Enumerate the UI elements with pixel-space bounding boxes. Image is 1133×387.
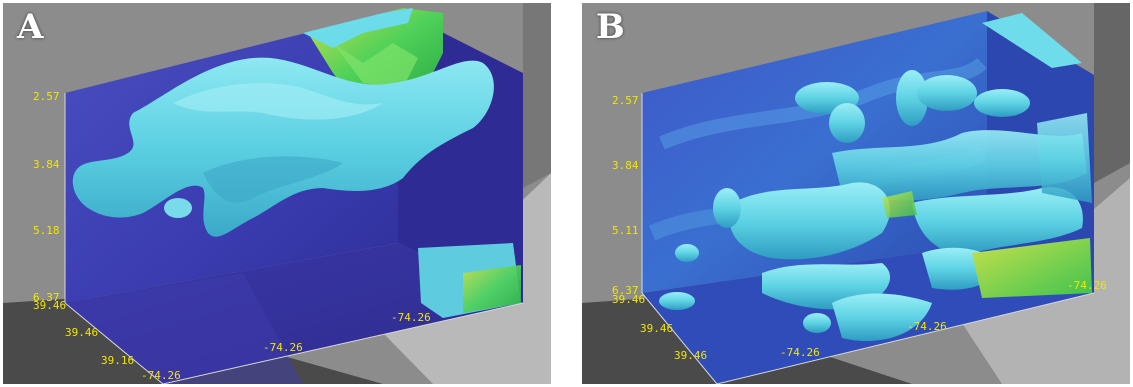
lon-axis-a [162,302,524,384]
depth-tick-b-3: 5.11 [612,224,639,237]
depth-tick-a-3: 5.18 [33,224,60,237]
cyan-small-blob-a [164,198,192,218]
cyan-highlight-a [173,83,383,120]
lat-tick-b-2: 39.46 [640,322,674,335]
cyan-blob-b-9 [803,313,831,333]
green-fold-a [333,43,418,88]
cyan-sheet-b-5 [832,293,932,342]
right-gray-wall-b [1094,3,1130,183]
cyan-right-wall-b [1037,113,1092,203]
cyan-top-rim-a [303,8,413,48]
cyan-blob-b-7 [675,244,699,262]
volume-render-b [582,3,1130,384]
lat-tick-a-1: 39.46 [33,299,67,312]
green-patch-b-1 [972,238,1092,298]
lon-axis-b [716,292,1095,384]
panel-b: B 2.57 3.84 5.11 6.37 39.46 39.46 39.46 … [582,3,1130,384]
lon-tick-a-1: -74.26 [141,369,181,382]
depth-tick-a-2: 3.84 [33,158,60,171]
depth-tick-b-2: 3.84 [612,159,639,172]
cyan-blob-b-2 [829,103,865,143]
lat-tick-a-3: 39.16 [101,354,135,367]
lon-tick-b-3: -74.26 [1067,279,1107,292]
cyan-sheet-b-2 [729,182,891,260]
lon-tick-a-3: -74.26 [391,311,431,324]
cyan-blob-b-8 [659,292,695,310]
volume-render-a [3,3,551,384]
cyan-shadow-a [203,156,343,203]
cyan-blob-b-3 [896,70,928,126]
right-gray-wall-a [523,3,551,188]
panel-letter-a: A [17,7,44,47]
lon-tick-a-2: -74.26 [263,341,303,354]
cyan-blob-b-6 [713,188,741,228]
lat-axis-a [64,302,164,384]
cyan-blob-b-5 [974,89,1030,117]
cyan-edge-b [982,13,1082,68]
green-patch-b-2 [882,191,917,218]
lat-tick-a-2: 39.46 [65,326,99,339]
lat-tick-b-1: 39.46 [612,293,646,306]
floor-shade-a [65,273,303,384]
cyan-sheet-b-3 [912,187,1083,254]
depth-tick-a-1: 2.57 [33,90,60,103]
panel-letter-b: B [596,7,625,47]
lon-tick-b-2: -74.26 [907,320,947,333]
contour-band-b-1 [659,57,987,150]
depth-tick-a-4: 6.37 [33,291,60,304]
depth-tick-b-1: 2.57 [612,94,639,107]
green-block-lower-right-a [463,265,521,313]
depth-tick-b-4: 6.37 [612,284,639,297]
cyan-sheet-b-1 [832,130,1087,201]
lon-tick-b-1: -74.26 [780,346,820,359]
lat-axis-b [641,292,718,384]
lat-tick-b-3: 39.46 [674,349,708,362]
panel-a: A 2.57 3.84 5.18 6.37 39.46 39.46 39.16 … [3,3,551,384]
cyan-blob-b-4 [917,75,977,111]
